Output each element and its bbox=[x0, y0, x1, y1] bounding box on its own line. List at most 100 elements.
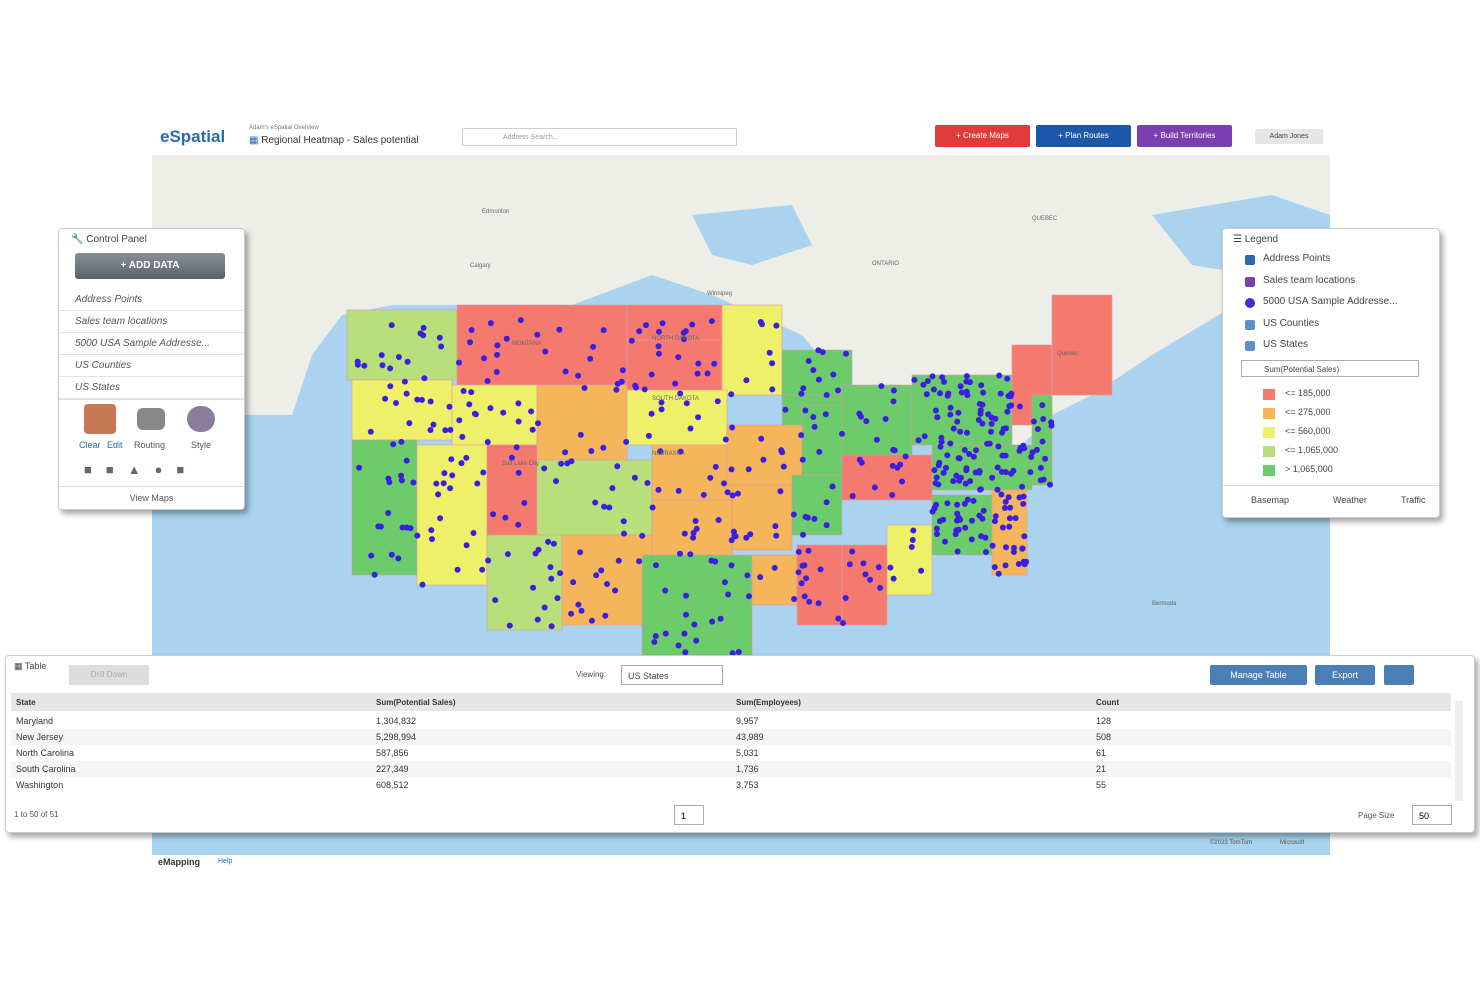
state bbox=[751, 554, 798, 606]
page-size-select[interactable]: 50 bbox=[1412, 805, 1452, 825]
address-point bbox=[943, 464, 949, 471]
map-label: Salt Lake City bbox=[502, 461, 539, 467]
state bbox=[561, 534, 653, 626]
address-point bbox=[721, 579, 728, 586]
state bbox=[731, 484, 793, 551]
address-point bbox=[910, 527, 917, 534]
map-title-text: Regional Heatmap - Sales potential bbox=[261, 135, 419, 146]
table-cell: 3,753 bbox=[736, 780, 759, 790]
view-maps[interactable]: View Maps bbox=[59, 486, 244, 503]
address-point bbox=[997, 390, 1004, 397]
address-point bbox=[651, 639, 658, 645]
address-point bbox=[695, 414, 702, 421]
address-point bbox=[963, 467, 970, 474]
address-point bbox=[687, 551, 694, 558]
address-point bbox=[407, 525, 414, 532]
address-point bbox=[390, 441, 397, 448]
address-point bbox=[773, 532, 780, 539]
viewing-select[interactable]: US States bbox=[621, 665, 723, 685]
chart-button[interactable] bbox=[1384, 665, 1414, 685]
address-point bbox=[709, 618, 716, 625]
column-header[interactable]: Sum(Employees) bbox=[736, 698, 801, 707]
layer-row[interactable]: US Counties bbox=[59, 355, 244, 377]
legend-icon bbox=[1245, 341, 1255, 351]
column-header[interactable]: Sum(Potential Sales) bbox=[376, 698, 456, 707]
address-point bbox=[458, 460, 465, 467]
drill-down-button[interactable]: Drill Down bbox=[69, 665, 149, 685]
style-tool[interactable]: Style bbox=[191, 440, 212, 450]
address-point bbox=[968, 536, 975, 543]
address-point bbox=[790, 511, 797, 518]
breadcrumb[interactable]: Adam's eSpatial Overview bbox=[249, 125, 319, 131]
address-point bbox=[553, 478, 559, 485]
help-link[interactable]: Help bbox=[218, 858, 233, 865]
plan-routes-button[interactable]: + Plan Routes bbox=[1036, 125, 1131, 147]
address-point bbox=[920, 381, 927, 388]
address-point bbox=[759, 321, 765, 328]
column-header[interactable]: State bbox=[16, 698, 36, 707]
address-point bbox=[377, 523, 384, 530]
state bbox=[536, 384, 628, 461]
legend-footer: Basemap Weather Traffic bbox=[1223, 485, 1439, 516]
action-icons[interactable]: ■■▲●■ bbox=[84, 462, 199, 477]
address-point bbox=[609, 485, 616, 492]
address-point bbox=[964, 429, 970, 436]
address-point bbox=[547, 564, 554, 571]
address-point bbox=[966, 451, 973, 457]
export-button[interactable]: Export bbox=[1315, 665, 1375, 685]
weather[interactable]: Weather bbox=[1333, 495, 1367, 505]
table-cell: 9,957 bbox=[736, 716, 759, 726]
address-point bbox=[977, 486, 984, 493]
address-point bbox=[795, 569, 802, 576]
address-point bbox=[700, 491, 707, 498]
traffic[interactable]: Traffic bbox=[1401, 495, 1426, 505]
address-point bbox=[641, 386, 648, 393]
address-point bbox=[399, 524, 406, 531]
layer-row[interactable]: Sales team locations bbox=[59, 311, 244, 333]
address-point bbox=[954, 418, 961, 425]
address-point bbox=[1010, 467, 1017, 474]
user-menu[interactable]: Adam Jones bbox=[1255, 129, 1323, 144]
address-point bbox=[823, 522, 830, 529]
address-point bbox=[1016, 403, 1023, 410]
address-point bbox=[623, 438, 630, 445]
create-maps-button[interactable]: + Create Maps bbox=[935, 125, 1030, 147]
address-point bbox=[823, 392, 830, 398]
address-point bbox=[420, 324, 427, 331]
add-data-button[interactable]: + ADD DATA bbox=[75, 253, 225, 279]
manage-table-button[interactable]: Manage Table bbox=[1210, 665, 1307, 685]
clear-edit-icon[interactable] bbox=[84, 404, 116, 434]
page-size-label: Page Size bbox=[1358, 811, 1395, 820]
routing-tool[interactable]: Routing bbox=[134, 440, 166, 450]
map-label: Quebec bbox=[1057, 351, 1078, 357]
address-point bbox=[575, 601, 582, 608]
address-point bbox=[437, 515, 444, 522]
clear-tool[interactable]: Clear bbox=[79, 440, 101, 450]
address-point bbox=[961, 447, 968, 453]
column-header[interactable]: Count bbox=[1096, 698, 1120, 707]
address-point bbox=[530, 584, 537, 591]
style-icon[interactable] bbox=[187, 406, 215, 432]
address-point bbox=[485, 557, 492, 564]
address-point bbox=[902, 453, 909, 460]
address-point bbox=[1040, 476, 1047, 483]
edit-tool[interactable]: Edit bbox=[107, 440, 123, 450]
basemap[interactable]: Basemap bbox=[1251, 495, 1290, 505]
layer-row[interactable]: Address Points bbox=[59, 289, 244, 311]
build-territories-button[interactable]: + Build Territories bbox=[1137, 125, 1232, 147]
field-select[interactable]: Sum(Potential Sales) bbox=[1241, 360, 1419, 377]
routing-icon[interactable] bbox=[137, 408, 165, 430]
scrollbar[interactable] bbox=[1455, 701, 1463, 801]
address-point bbox=[942, 538, 948, 545]
address-point bbox=[398, 472, 405, 479]
page-select[interactable]: 1 bbox=[674, 805, 704, 825]
address-point bbox=[417, 330, 424, 337]
search-box[interactable]: Address Search... bbox=[462, 128, 737, 146]
address-point bbox=[677, 550, 683, 557]
layer-row[interactable]: 5000 USA Sample Addresse... bbox=[59, 333, 244, 355]
address-point bbox=[393, 400, 399, 406]
table-row bbox=[11, 745, 1451, 761]
layer-row[interactable]: US States bbox=[59, 377, 244, 399]
address-point bbox=[515, 469, 522, 476]
address-point bbox=[704, 370, 711, 377]
